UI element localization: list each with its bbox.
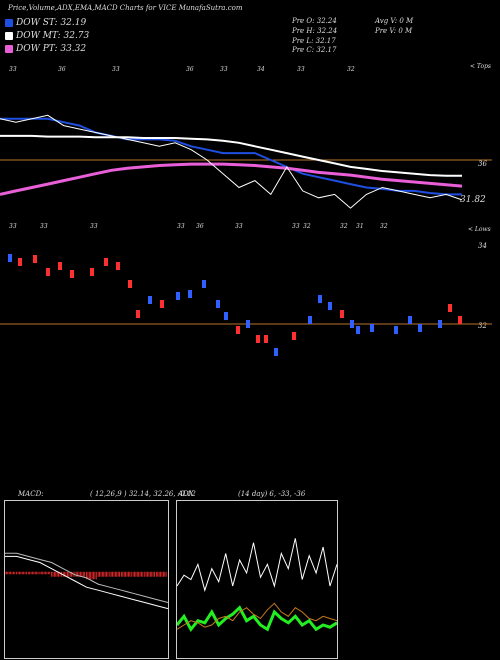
adx-params: (14 day) 6, -33, -36 [238,490,306,498]
candle [202,280,206,288]
lows-value: 33 [40,223,48,230]
candle [176,292,180,300]
lows-value: 31 [356,223,364,230]
prev-low: Pre L: 32.17 [292,37,336,45]
macd-label: MACD: [18,490,44,498]
tops-value: 33 [9,66,17,73]
candle-chart [0,254,492,356]
tops-value: 36 [186,66,194,73]
candle [418,324,422,332]
candle [104,258,108,266]
series-line-close [0,114,463,209]
series-line-dow-pt [0,162,463,196]
macd-params: ( 12,26,9 ) 32.14, 32.26, -0.12 [90,490,196,498]
candle [216,300,220,308]
tops-value: 33 [297,66,305,73]
candle [394,326,398,334]
legend-swatch-dow-mt [5,32,13,40]
macd-panel [4,500,169,659]
adx-chart [177,538,337,633]
tops-value: 34 [257,66,265,73]
lows-value: 33 [177,223,185,230]
price-chart [0,114,492,209]
candle [318,295,322,303]
lows-value: 32 [380,223,388,230]
lows-value: 33 [292,223,300,230]
candle [224,312,228,320]
candle [33,255,37,263]
legend-label-dow-st: DOW ST: 32.19 [16,18,87,28]
price-axis-tick: 36 [478,160,487,168]
candle [292,332,296,340]
avg-volume: Avg V: 0 M [375,17,414,25]
volume-axis-tick: 32 [478,322,487,330]
candle [128,280,132,288]
legend-swatch-dow-st [5,19,13,27]
chart-title: Price,Volume,ADX,EMA,MACD Charts for VIC… [8,4,243,12]
candle [160,300,164,308]
macd-line-signal [5,552,168,603]
lows-value: 33 [9,223,17,230]
adx-line-di [177,538,337,593]
prev-open: Pre O: 32.24 [292,17,337,25]
tops-value: 33 [112,66,120,73]
candle [116,262,120,270]
prev-volume: Pre V: 0 M [375,27,413,35]
candle [188,290,192,298]
candle [90,268,94,276]
candle [438,320,442,328]
macd-line-macd [5,555,168,610]
candle [18,258,22,266]
adx-panel [176,500,338,659]
candle [46,268,50,276]
prev-close: Pre C: 32.17 [292,46,337,54]
candle [246,320,250,328]
lows-value: 32 [303,223,311,230]
candle [370,324,374,332]
adx-label: ADX [178,490,194,498]
macd-chart [5,552,168,610]
candle [350,320,354,328]
tops-label: < Tops [470,63,492,70]
candle [8,254,12,262]
lows-label: < Lows [468,226,491,233]
volume-axis-tick: 34 [478,242,487,250]
prev-high: Pre H: 32.24 [292,27,338,35]
candle [236,326,240,334]
tops-value: 33 [220,66,228,73]
candle [356,326,360,334]
candle [148,296,152,304]
adx-line-adx [177,602,337,630]
candle [256,335,260,343]
adx-line-di [177,605,337,633]
series-line-dow-st [0,117,462,196]
candle [274,348,278,356]
legend-label-dow-pt: DOW PT: 33.32 [16,44,87,54]
candle [136,310,140,318]
legend-label-dow-mt: DOW MT: 32.73 [16,31,90,41]
candle [308,316,312,324]
candle [458,316,462,324]
series-line-dow-mt [0,134,462,177]
candle [264,335,268,343]
last-price-label: 31.82 [460,195,486,205]
tops-value: 36 [58,66,66,73]
legend-swatch-dow-pt [5,45,13,53]
candle [70,270,74,278]
candle [58,262,62,270]
candle [328,302,332,310]
lows-value: 33 [90,223,98,230]
candle [448,304,452,312]
lows-value: 36 [196,223,204,230]
candle [408,316,412,324]
candle [340,310,344,318]
lows-value: 33 [235,223,243,230]
lows-value: 32 [340,223,348,230]
tops-value: 32 [347,66,355,73]
